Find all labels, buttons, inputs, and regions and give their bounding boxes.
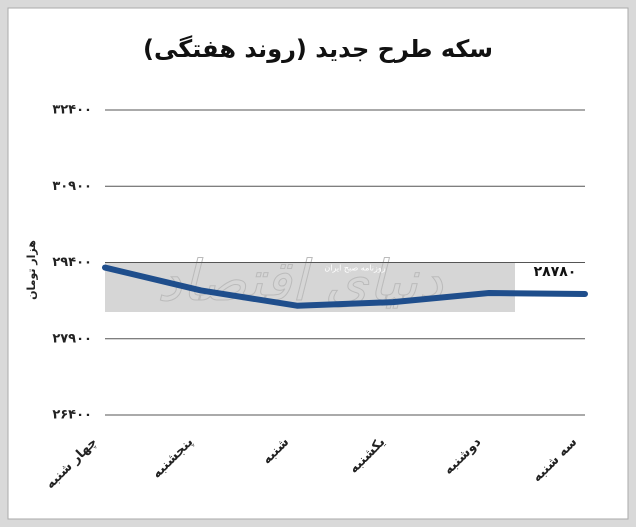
- y-tick-label: ۲۶۴۰۰: [52, 408, 92, 423]
- y-axis-label: هزار تومان: [25, 240, 38, 300]
- watermark-subtitle: روزنامه صبح ایران: [324, 264, 385, 273]
- chart-title: سکه طرح جدید (روند هفتگی): [143, 35, 493, 63]
- y-tick-label: ۲۷۹۰۰: [52, 331, 92, 346]
- y-tick-label: ۲۹۴۰۰: [52, 255, 92, 270]
- y-tick-label: ۳۰۹۰۰: [52, 179, 92, 194]
- line: [102, 264, 588, 309]
- data-label: ۲۸۷۸۰: [534, 264, 577, 280]
- y-tick-label: ۳۲۴۰۰: [52, 103, 92, 118]
